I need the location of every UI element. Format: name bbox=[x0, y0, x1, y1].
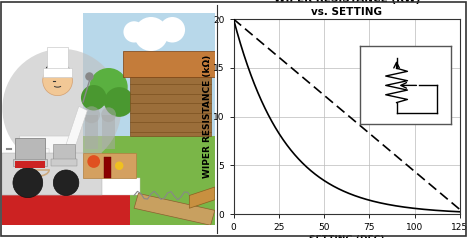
Bar bbox=[15, 138, 45, 162]
Polygon shape bbox=[85, 115, 98, 149]
Polygon shape bbox=[66, 106, 87, 149]
Bar bbox=[104, 157, 111, 178]
Y-axis label: WIPER RESISTANCE (kΩ): WIPER RESISTANCE (kΩ) bbox=[203, 55, 212, 178]
Title: WIPER RESISTANCE (RW)
vs. SETTING: WIPER RESISTANCE (RW) vs. SETTING bbox=[274, 0, 420, 17]
Circle shape bbox=[104, 87, 134, 117]
Polygon shape bbox=[134, 193, 215, 225]
Circle shape bbox=[160, 17, 185, 43]
Circle shape bbox=[123, 21, 145, 43]
Circle shape bbox=[53, 170, 79, 195]
X-axis label: SETTING (DEC): SETTING (DEC) bbox=[309, 235, 384, 238]
Bar bbox=[83, 153, 136, 178]
Bar bbox=[53, 144, 75, 162]
Circle shape bbox=[2, 49, 121, 168]
Bar bbox=[2, 178, 141, 195]
Bar bbox=[13, 159, 47, 166]
Bar bbox=[130, 76, 211, 136]
Circle shape bbox=[85, 72, 94, 81]
Bar bbox=[51, 159, 77, 166]
Circle shape bbox=[115, 162, 123, 170]
Bar bbox=[83, 136, 215, 225]
Bar bbox=[15, 162, 45, 168]
Bar bbox=[42, 68, 72, 76]
Bar bbox=[2, 153, 102, 195]
Bar bbox=[2, 195, 130, 225]
Bar bbox=[47, 47, 68, 72]
Circle shape bbox=[101, 107, 116, 122]
Circle shape bbox=[83, 106, 100, 123]
Polygon shape bbox=[102, 115, 115, 149]
Polygon shape bbox=[24, 149, 49, 170]
Polygon shape bbox=[189, 187, 215, 208]
Polygon shape bbox=[19, 136, 79, 195]
Circle shape bbox=[90, 68, 127, 106]
Circle shape bbox=[87, 155, 100, 168]
Circle shape bbox=[42, 66, 72, 96]
Polygon shape bbox=[123, 51, 217, 76]
Bar bbox=[83, 13, 215, 144]
Circle shape bbox=[134, 17, 168, 51]
Circle shape bbox=[13, 168, 42, 198]
Circle shape bbox=[81, 85, 106, 110]
